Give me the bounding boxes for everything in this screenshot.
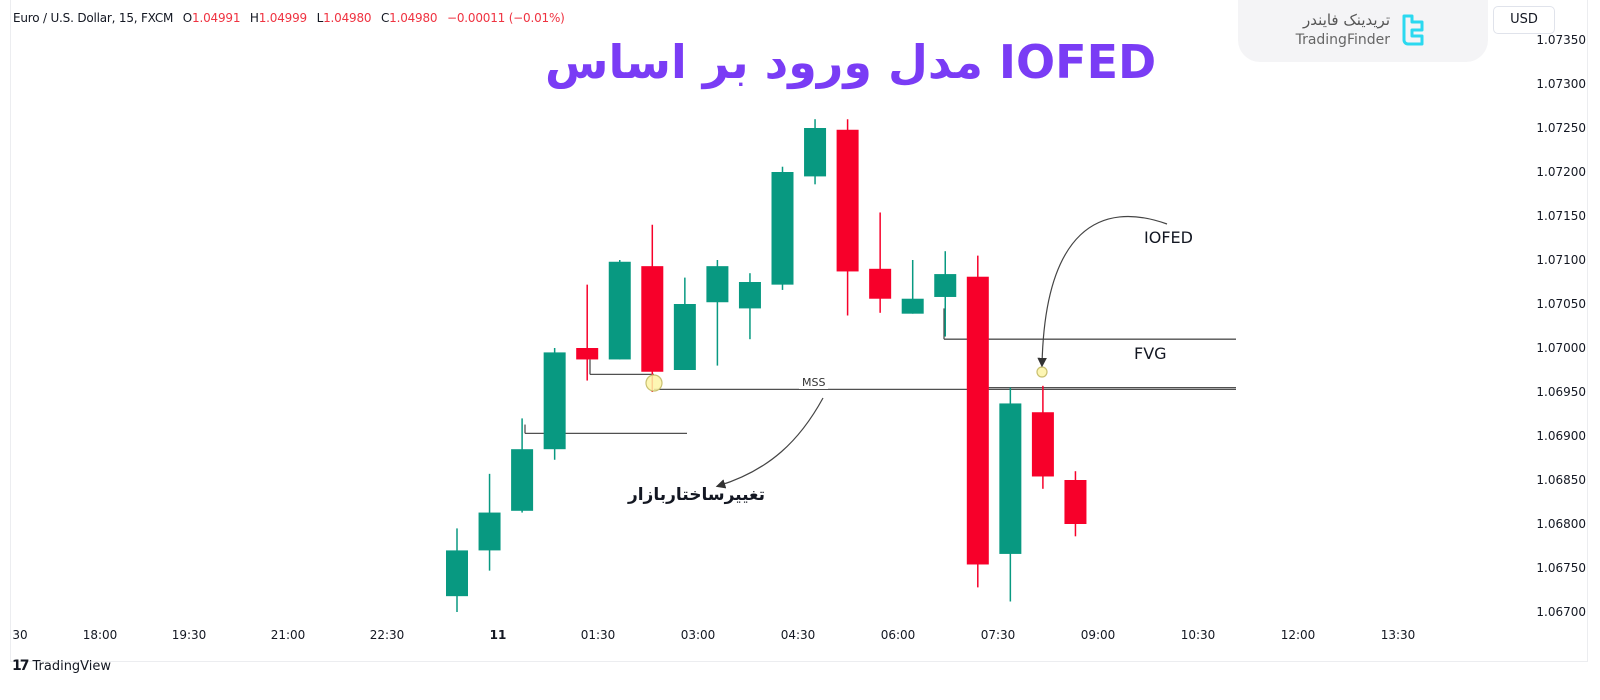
candle — [999, 387, 1022, 602]
chart-panel[interactable] — [10, 0, 1588, 662]
candle-body — [966, 276, 989, 565]
candle-body — [836, 129, 859, 272]
symbol-name[interactable]: Euro / U.S. Dollar, 15, FXCM — [13, 11, 174, 25]
price-tick: 1.07100 — [1536, 253, 1586, 267]
time-tick: 01:30 — [580, 628, 616, 642]
brand-name-en: TradingFinder — [1295, 32, 1390, 48]
candle-body — [771, 172, 794, 285]
time-tick: 22:30 — [369, 628, 405, 642]
low-value: 1.04980 — [323, 11, 372, 25]
tradingview-mark-icon: 17 — [12, 658, 30, 674]
fvg-annotation: FVG — [1134, 344, 1167, 363]
candle-body — [576, 348, 599, 360]
time-tick: 13:30 — [1380, 628, 1416, 642]
time-tick: 07:30 — [980, 628, 1016, 642]
time-tick: 12:00 — [1280, 628, 1316, 642]
price-tick: 1.06700 — [1536, 605, 1586, 619]
candle — [901, 260, 924, 314]
candle — [934, 251, 957, 337]
candle-body — [1064, 480, 1087, 524]
time-tick: 11 — [489, 628, 507, 642]
time-scale[interactable]: 30 18:00 19:30 21:00 22:30 11 01:30 03:00 04:30 0… — [10, 622, 1496, 648]
price-tick: 1.06950 — [1536, 385, 1586, 399]
time-tick: 10:30 — [1180, 628, 1216, 642]
candle — [608, 260, 631, 360]
candle-body — [804, 128, 827, 177]
iofed-annotation: IOFED — [1144, 228, 1193, 247]
candle-body — [446, 550, 468, 597]
price-tick: 1.06850 — [1536, 473, 1586, 487]
candle — [738, 273, 761, 340]
candle — [576, 284, 599, 381]
candle-body — [543, 352, 566, 450]
time-tick: 06:00 — [880, 628, 916, 642]
candle — [836, 119, 859, 316]
brand-name-fa: تریدینک فایندر — [1303, 11, 1390, 29]
mss-arrow-icon — [715, 397, 824, 489]
candle-body — [673, 304, 696, 370]
time-tick: 21:00 — [270, 628, 306, 642]
currency-button[interactable]: USD — [1493, 6, 1555, 34]
time-tick: 04:30 — [780, 628, 816, 642]
candle-body — [738, 282, 761, 309]
price-tick: 1.07150 — [1536, 209, 1586, 223]
candle-body — [608, 261, 631, 360]
brand-badge — [1238, 0, 1488, 62]
candle-body — [999, 403, 1022, 554]
high-value: 1.04999 — [258, 11, 307, 25]
time-tick: 09:00 — [1080, 628, 1116, 642]
price-tick: 1.07300 — [1536, 77, 1586, 91]
candle — [966, 255, 989, 588]
candle — [869, 212, 892, 313]
time-tick: 03:00 — [680, 628, 716, 642]
candle-body — [478, 512, 501, 551]
time-tick: 19:30 — [171, 628, 207, 642]
mss-annotation: MSS — [799, 376, 829, 389]
candle-body — [869, 268, 892, 299]
candle-body — [706, 266, 729, 303]
open-value: 1.04991 — [192, 11, 241, 25]
candle-body — [901, 298, 924, 314]
candle — [804, 119, 827, 185]
price-tick: 1.06750 — [1536, 561, 1586, 575]
price-tick: 1.07050 — [1536, 297, 1586, 311]
candle — [771, 166, 794, 290]
candle — [478, 473, 501, 571]
candle-body — [511, 449, 534, 511]
price-scale[interactable]: 1.07350 1.07300 1.07250 1.07200 1.07150 1.071… — [1496, 0, 1586, 620]
candle — [543, 348, 566, 460]
iofed-marker-icon — [1036, 366, 1048, 378]
price-tick: 1.06900 — [1536, 429, 1586, 443]
headline-title: مدل ورود بر اساس IOFED — [545, 35, 1157, 89]
tradingfinder-logo-icon — [1402, 14, 1424, 46]
candle-body — [934, 274, 957, 297]
mss-marker-icon — [645, 374, 663, 392]
candle-body — [1031, 412, 1054, 477]
candle — [673, 277, 696, 370]
iofed-arrow-icon — [1037, 216, 1168, 368]
tradingview-logo[interactable]: 17 TradingView — [12, 658, 111, 674]
price-tick: 1.07350 — [1536, 33, 1586, 47]
price-tick: 1.07000 — [1536, 341, 1586, 355]
time-tick: 30 — [12, 628, 28, 642]
candle — [641, 224, 664, 392]
symbol-legend: Euro / U.S. Dollar, 15, FXCM O1.04991 H1… — [13, 11, 565, 25]
price-tick: 1.07200 — [1536, 165, 1586, 179]
candle — [511, 418, 534, 513]
tradingview-label: TradingView — [32, 658, 112, 674]
price-tick: 1.06800 — [1536, 517, 1586, 531]
price-tick: 1.07250 — [1536, 121, 1586, 135]
market-structure-shift-annotation: تغییرساختاربازار — [627, 485, 765, 505]
candle — [446, 528, 468, 612]
close-value: 1.04980 — [389, 11, 438, 25]
candle — [1064, 471, 1087, 537]
candle — [706, 260, 729, 366]
candle — [1031, 385, 1054, 489]
change-value: −0.00011 (−0.01%) — [447, 11, 565, 25]
time-tick: 18:00 — [82, 628, 118, 642]
candle-body — [641, 266, 664, 372]
